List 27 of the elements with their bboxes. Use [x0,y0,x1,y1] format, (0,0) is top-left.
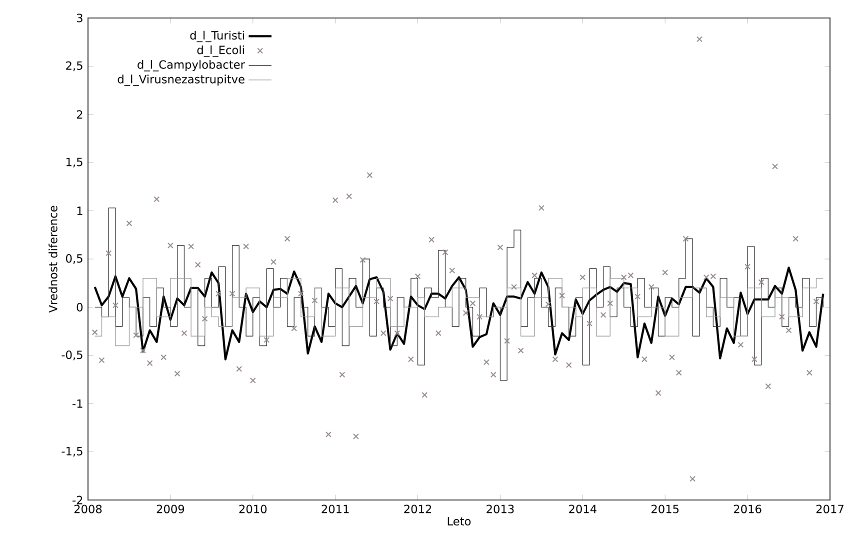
y-tick-label: 2 [76,110,82,119]
legend-label: d_l_Turisti [190,30,244,42]
x-tick-label: 2011 [322,504,349,514]
x-tick-label: 2009 [156,504,184,514]
y-axis-title: Vrednost diference [48,206,58,313]
x-tick-label: 2010 [239,504,267,514]
y-tick-label: 1,5 [66,158,82,168]
x-tick-label: 2014 [569,504,596,514]
x-tick-label: 2015 [652,504,679,514]
y-tick-label: -1,5 [62,447,82,457]
x-tick-label: 2008 [74,504,102,514]
y-tick-label: -2 [72,496,82,504]
y-tick-label: -1 [72,399,82,408]
x-tick-label: 2012 [404,504,432,514]
y-tick-label: 0 [76,302,83,312]
y-tick-label: 3 [76,14,82,22]
x-tick-label: 2017 [816,504,844,514]
x-tick-label: 2016 [734,504,762,514]
y-tick-label: 0,5 [66,254,82,264]
x-tick-label: 2013 [486,504,514,514]
legend-label: d_l_Campylobacter [138,60,245,72]
y-tick-label: 2,5 [66,61,82,72]
x-axis-title: Leto [448,517,471,526]
y-tick-label: 1 [77,206,82,215]
legend-label: d_l_Virusnezastrupitve [118,74,244,86]
legend-label: d_l_Ecoli [197,45,244,57]
y-tick-label: -0,5 [62,350,82,360]
